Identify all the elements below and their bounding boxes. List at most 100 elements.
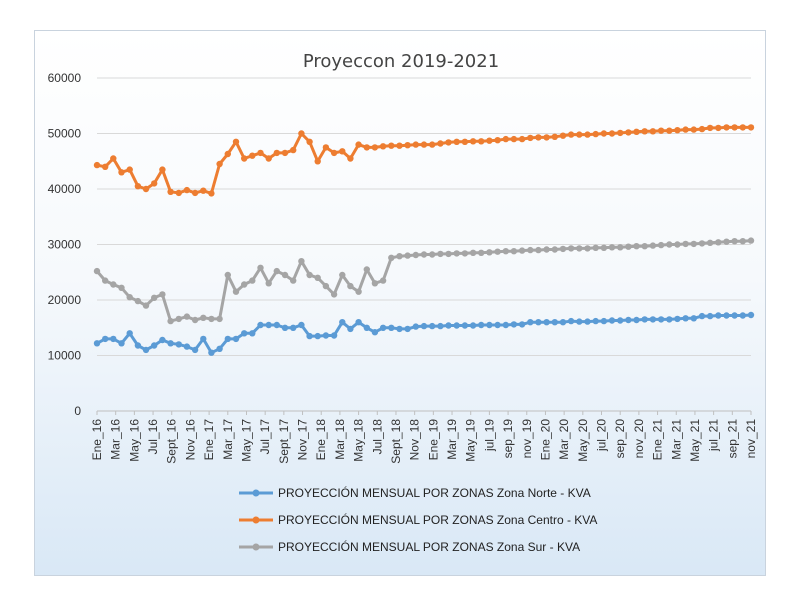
- x-tick-label: May_17: [239, 419, 253, 462]
- data-point: [183, 313, 191, 320]
- series-2: [93, 124, 755, 197]
- data-point: [723, 312, 730, 319]
- data-point: [747, 124, 755, 131]
- y-tick-label: 30000: [48, 238, 82, 252]
- data-point: [314, 274, 321, 281]
- data-point: [298, 130, 305, 137]
- data-point: [510, 321, 518, 328]
- data-point: [543, 319, 550, 326]
- data-point: [134, 297, 142, 305]
- data-point: [535, 246, 542, 254]
- data-point: [666, 316, 673, 323]
- legend-label: PROYECCIÓN MENSUAL POR ZONAS Zona Norte …: [278, 485, 591, 500]
- data-point: [592, 317, 599, 325]
- data-point: [371, 144, 379, 151]
- data-point: [290, 324, 297, 331]
- data-point: [747, 237, 755, 244]
- data-point: [437, 250, 444, 258]
- data-point: [731, 312, 738, 319]
- series-1: [93, 311, 755, 356]
- data-point: [241, 330, 248, 337]
- data-point: [527, 134, 534, 142]
- data-point: [625, 316, 632, 324]
- data-point: [355, 288, 362, 295]
- data-point: [347, 155, 354, 162]
- data-point: [167, 317, 174, 325]
- data-point: [396, 142, 403, 149]
- data-point: [698, 125, 706, 133]
- data-point: [298, 258, 305, 265]
- data-point: [690, 126, 697, 133]
- data-point: [502, 248, 509, 255]
- x-tick-label: Nov_18: [408, 419, 422, 461]
- data-point: [126, 330, 133, 337]
- data-point: [584, 245, 591, 252]
- y-tick-label: 0: [74, 404, 81, 418]
- data-point: [567, 317, 575, 325]
- data-point: [322, 332, 330, 339]
- data-point: [265, 321, 272, 329]
- data-point: [576, 245, 583, 252]
- data-point: [379, 277, 387, 284]
- data-point: [518, 321, 526, 328]
- data-point: [649, 128, 657, 135]
- data-point: [257, 321, 264, 329]
- data-point: [257, 149, 264, 157]
- data-point: [510, 248, 518, 255]
- legend-item: PROYECCIÓN MENSUAL POR ZONAS Zona Norte …: [239, 485, 591, 500]
- data-point: [494, 137, 501, 144]
- x-tick-label: Nov_16: [183, 419, 197, 461]
- data-point: [404, 142, 411, 149]
- data-point: [379, 143, 387, 150]
- data-point: [175, 341, 182, 348]
- data-point: [118, 284, 125, 291]
- data-point: [208, 349, 215, 356]
- data-point: [159, 291, 166, 298]
- legend-label: PROYECCIÓN MENSUAL POR ZONAS Zona Sur - …: [278, 539, 580, 554]
- data-point: [216, 160, 223, 168]
- x-tick-label: jul_21: [707, 419, 721, 452]
- data-point: [265, 155, 272, 162]
- x-tick-label: Jul_17: [258, 419, 272, 455]
- x-tick-label: Nov_17: [296, 419, 310, 461]
- data-point: [314, 332, 321, 340]
- data-point: [657, 127, 665, 134]
- data-point: [93, 267, 101, 275]
- series-group: [93, 124, 755, 356]
- data-point: [151, 342, 158, 349]
- legend-item: PROYECCIÓN MENSUAL POR ZONAS Zona Centro…: [239, 512, 597, 527]
- data-point: [641, 128, 648, 135]
- x-tick-label: Jul_16: [146, 419, 160, 455]
- data-point: [93, 161, 101, 169]
- legend-swatch-marker: [252, 489, 260, 497]
- data-point: [486, 137, 493, 144]
- x-tick-label: Sept_17: [277, 419, 291, 464]
- x-tick-label: Sept_16: [165, 419, 179, 464]
- data-point: [93, 340, 101, 347]
- data-point: [232, 138, 240, 145]
- x-tick-label: May_18: [352, 419, 366, 462]
- data-point: [469, 249, 477, 256]
- data-point: [273, 267, 280, 275]
- x-tick-label: jul_20: [595, 419, 609, 452]
- data-point: [633, 128, 640, 135]
- data-point: [273, 149, 280, 157]
- data-point: [731, 124, 738, 131]
- data-point: [224, 150, 231, 158]
- data-point: [617, 317, 624, 324]
- data-point: [191, 316, 199, 324]
- data-point: [290, 146, 297, 154]
- data-point: [486, 249, 493, 256]
- data-point: [102, 163, 109, 170]
- x-tick-label: Ene_19: [426, 419, 440, 461]
- data-point: [429, 141, 436, 148]
- data-point: [322, 144, 330, 151]
- data-point: [200, 187, 207, 194]
- data-point: [183, 186, 191, 194]
- data-point: [478, 138, 485, 145]
- data-point: [175, 315, 182, 323]
- data-point: [355, 319, 362, 326]
- data-point: [118, 169, 125, 176]
- data-point: [265, 280, 272, 287]
- data-point: [625, 129, 632, 136]
